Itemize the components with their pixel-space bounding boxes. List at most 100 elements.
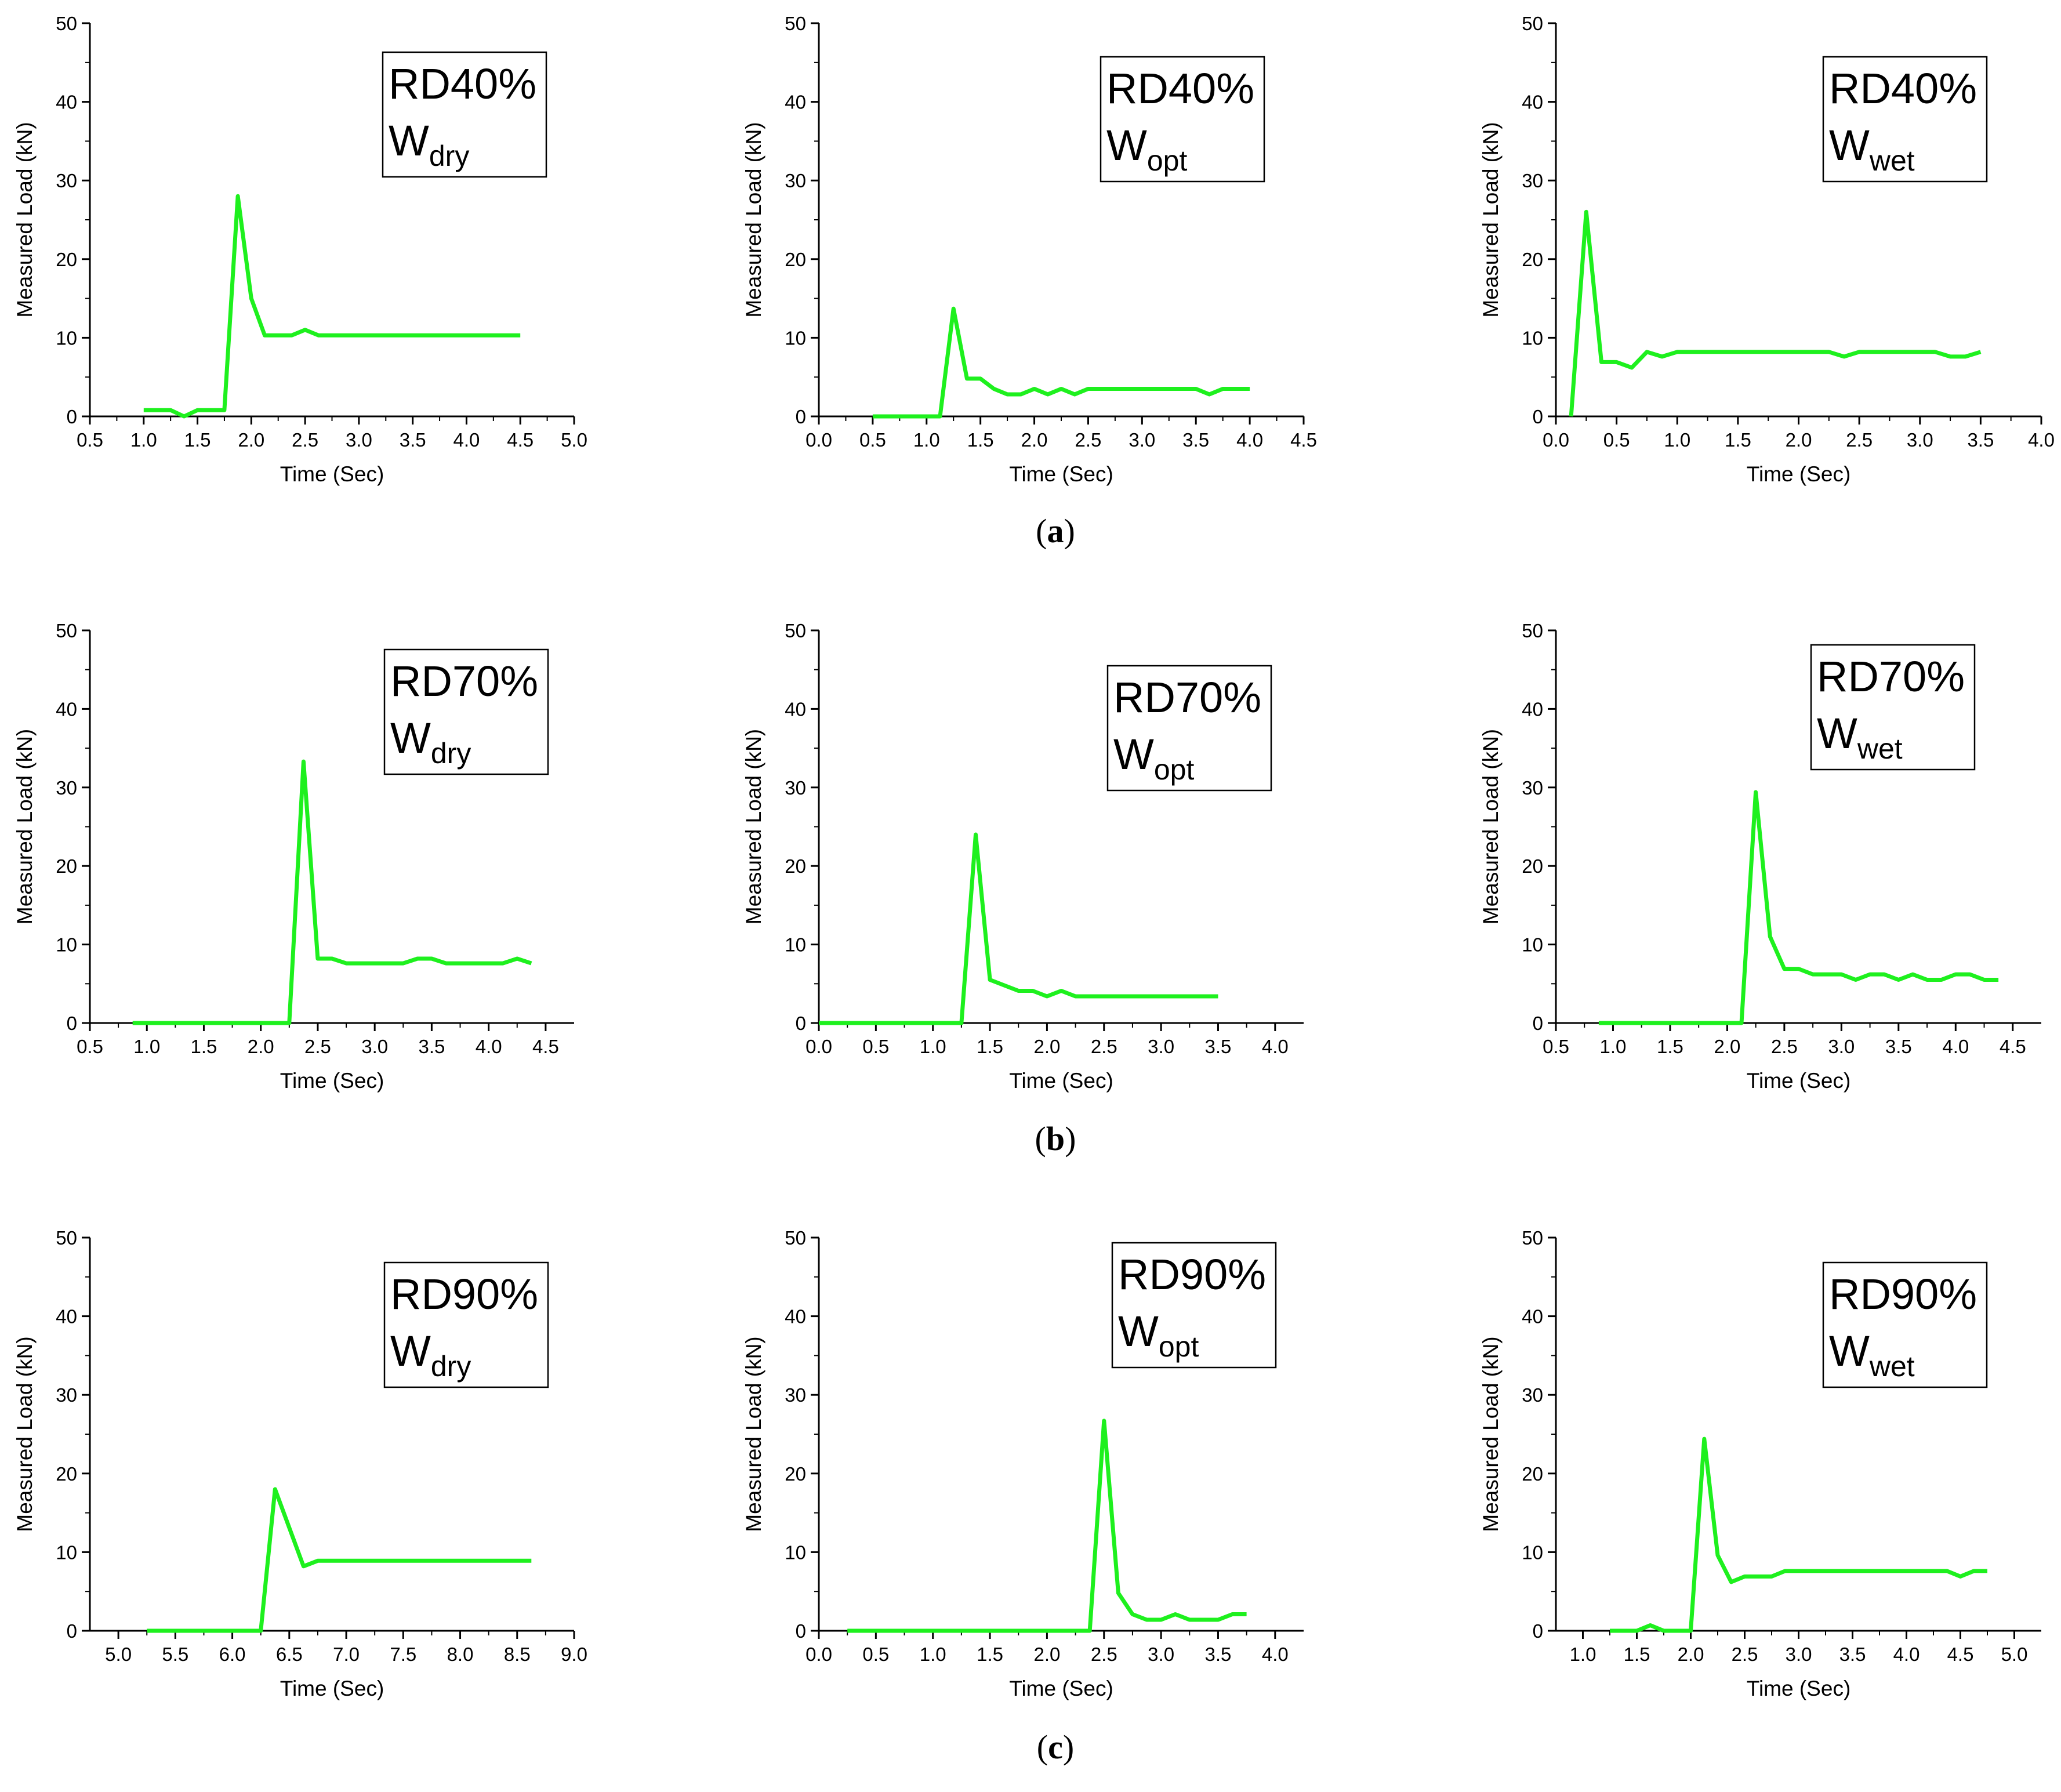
x-tick-label: 1.5 <box>184 429 211 451</box>
y-tick-label: 30 <box>785 777 806 799</box>
annotation-title: RD90% <box>390 1270 538 1318</box>
x-tick-label: 0.5 <box>1603 429 1630 451</box>
x-tick-label: 1.0 <box>130 429 157 451</box>
x-tick-label: 4.0 <box>1236 429 1263 451</box>
x-tick-label: 0.5 <box>1543 1036 1569 1057</box>
x-tick-label: 0.5 <box>77 429 103 451</box>
x-tick-label: 3.5 <box>1839 1644 1866 1665</box>
y-tick-label: 0 <box>796 406 806 427</box>
x-tick-label: 5.5 <box>162 1644 188 1665</box>
x-tick-label: 1.5 <box>191 1036 217 1057</box>
series-line <box>147 1487 532 1633</box>
y-tick-label: 20 <box>56 1463 77 1485</box>
y-tick-label: 40 <box>785 1306 806 1327</box>
annotation-frame <box>383 648 549 775</box>
x-tick-label: 1.5 <box>977 1644 1003 1665</box>
annotation-title: RD40% <box>1106 64 1254 113</box>
y-tick-label: 40 <box>56 92 77 113</box>
y-tick-label: 10 <box>785 934 806 956</box>
y-tick-label: 20 <box>1522 855 1543 877</box>
series-line <box>872 306 1250 419</box>
x-tick-label: 1.0 <box>1570 1644 1596 1665</box>
x-axis-label: Time (Sec) <box>1747 1677 1851 1700</box>
annotation-frame <box>1106 665 1272 792</box>
x-tick-label: 4.0 <box>1262 1644 1289 1665</box>
annotation-box: RD70%Wwet <box>1810 644 1976 771</box>
x-tick-label: 2.0 <box>1786 429 1812 451</box>
annotation-box: RD90%Wdry <box>383 1261 549 1388</box>
x-tick-label: 3.0 <box>361 1036 388 1057</box>
annotation-title: RD70% <box>390 657 538 705</box>
x-tick-label: 7.0 <box>333 1644 360 1665</box>
y-tick-label: 0 <box>67 1013 77 1034</box>
annotation-subscript: opt <box>1154 753 1195 786</box>
y-tick-label: 0 <box>796 1013 806 1034</box>
y-tick-label: 20 <box>785 1463 806 1485</box>
y-tick-label: 40 <box>785 698 806 720</box>
data-points <box>1571 212 1981 417</box>
x-tick-label: 2.0 <box>1033 1644 1060 1665</box>
x-tick-label: 2.5 <box>1075 429 1102 451</box>
annotation-subscript: wet <box>1869 1350 1915 1383</box>
annotation-subscript: wet <box>1869 144 1915 177</box>
y-tick-label: 20 <box>785 249 806 270</box>
annotation-box: RD40%Wwet <box>1822 56 1988 183</box>
x-tick-label: 0.5 <box>862 1036 889 1057</box>
x-tick-label: 1.0 <box>913 429 940 451</box>
panel-label-a: (a) <box>1036 512 1075 550</box>
x-tick-label: 1.5 <box>1624 1644 1650 1665</box>
x-tick-label: 3.0 <box>1148 1036 1174 1057</box>
annotation-title: RD70% <box>1113 673 1261 721</box>
chart-2: 0 10 20 30 40 50 0.0 0.5 1.0 1.5 2.0 2.5 3.0 3.5 4.0 4.… <box>742 13 1317 486</box>
y-tick-label: 40 <box>56 698 77 720</box>
data-points <box>132 761 532 1024</box>
chart-5: 0 10 20 30 40 50 0.0 0.5 1.0 1.5 2.0 2.5 3.0 3.5 4.0 Ti… <box>742 620 1304 1093</box>
y-tick-label: 0 <box>67 1620 77 1642</box>
data-points <box>1609 1439 1988 1631</box>
y-tick-label: 40 <box>1522 92 1543 113</box>
x-tick-label: 2.5 <box>1771 1036 1798 1057</box>
x-tick-label: 1.5 <box>1657 1036 1683 1057</box>
annotation-box: RD40%Wopt <box>1100 56 1265 183</box>
chart-4: 0 10 20 30 40 50 0.5 1.0 1.5 2.0 2.5 3.0 3.5 4.0 4.5 Ti… <box>13 620 574 1093</box>
y-tick-label: 40 <box>56 1306 77 1327</box>
annotation-box: RD70%Wdry <box>383 648 549 775</box>
annotation-subscript: dry <box>429 140 469 172</box>
data-points <box>1598 792 1999 1024</box>
y-tick-label: 10 <box>785 1541 806 1563</box>
x-tick-label: 6.0 <box>219 1644 246 1665</box>
panel-label-c: (c) <box>1037 1728 1074 1766</box>
x-tick-label: 1.0 <box>1664 429 1690 451</box>
x-tick-label: 3.5 <box>1967 429 1994 451</box>
annotation-box: RD90%Wwet <box>1822 1261 1988 1388</box>
x-tick-label: 3.5 <box>1885 1036 1912 1057</box>
annotation-frame <box>1111 1242 1277 1369</box>
annotation-subscript: opt <box>1159 1330 1199 1363</box>
annotation-frame <box>382 51 547 178</box>
y-tick-label: 50 <box>1522 620 1543 641</box>
x-tick-label: 0.5 <box>862 1644 889 1665</box>
x-tick-label: 3.0 <box>1129 429 1155 451</box>
series-line <box>1610 1436 1987 1633</box>
y-axis-label: Measured Load (kN) <box>1479 122 1503 317</box>
data-points <box>818 834 1218 1024</box>
annotation-box: RD70% Wopt <box>1106 665 1272 792</box>
y-tick-label: 50 <box>785 620 806 641</box>
x-tick-label: 1.0 <box>133 1036 160 1057</box>
x-tick-label: 4.5 <box>1290 429 1317 451</box>
y-tick-label: 20 <box>1522 249 1543 270</box>
y-tick-label: 20 <box>1522 1463 1543 1485</box>
data-points <box>143 196 521 417</box>
x-tick-label: 1.5 <box>967 429 994 451</box>
x-tick-label: 0.0 <box>805 1036 832 1057</box>
y-tick-label: 10 <box>1522 327 1543 349</box>
series-line <box>847 1419 1247 1633</box>
x-tick-label: 5.0 <box>561 429 587 451</box>
x-tick-label: 3.5 <box>1182 429 1209 451</box>
y-tick-label: 30 <box>56 170 77 191</box>
x-tick-label: 0.0 <box>1543 429 1569 451</box>
x-tick-label: 2.0 <box>248 1036 274 1057</box>
x-tick-label: 3.5 <box>400 429 426 451</box>
annotation-title: RD40% <box>1829 64 1977 113</box>
